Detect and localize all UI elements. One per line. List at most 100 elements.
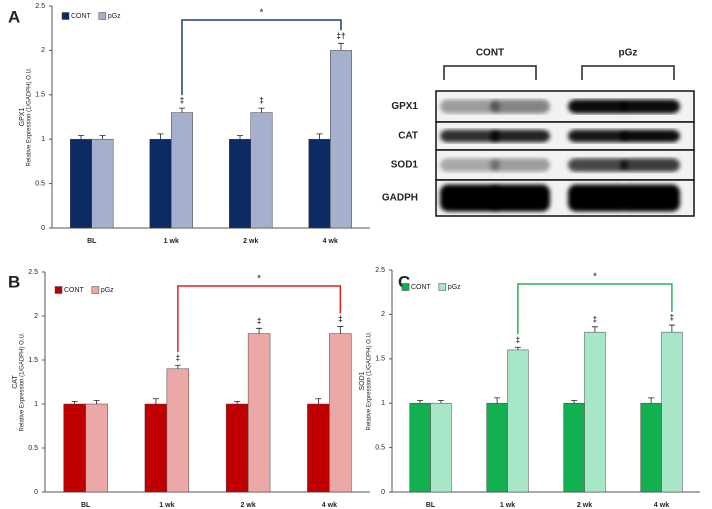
- bar: [486, 402, 508, 493]
- error-bar: [494, 397, 501, 404]
- significance-marker: ‡: [259, 96, 263, 105]
- bar: [85, 403, 108, 493]
- y-tick-label: 0.5: [28, 445, 38, 452]
- x-tick-label: 4 wk: [322, 502, 337, 509]
- bar: [247, 333, 271, 493]
- y-tick-label: 0: [41, 225, 45, 232]
- legend-swatch: [98, 12, 107, 20]
- significance-bracket: [517, 283, 673, 335]
- y-axis-title: Relative Expression (1/GADPH) O.U.: [27, 67, 33, 166]
- bar: [70, 138, 93, 229]
- error-bar: [514, 346, 521, 350]
- bar: [149, 138, 172, 229]
- blot-bracket: [443, 65, 537, 80]
- error-bar: [316, 133, 323, 140]
- error-bar: [152, 398, 159, 404]
- panel-letter: B: [8, 272, 20, 291]
- y-tick-label: 2: [381, 311, 385, 318]
- y-axis-title: Relative Expression (1/GADPH) O.U.: [20, 332, 26, 431]
- western-blot: CONT pGz GPX1 CAT SOD1 GADPH: [382, 48, 695, 217]
- bar: [409, 402, 431, 493]
- significance-marker: ‡: [670, 313, 674, 322]
- blot-band: [568, 184, 628, 212]
- significance-marker: ‡: [338, 315, 342, 324]
- blot-row-label: GPX1: [391, 101, 418, 112]
- bar: [640, 402, 662, 493]
- x-tick-label: 1 wk: [500, 502, 515, 509]
- y-axis-title: Relative Expression (1/GADPH) O.U.: [367, 331, 373, 430]
- legend-swatch: [91, 286, 100, 294]
- significance-bracket: [177, 285, 342, 353]
- blot-band: [620, 129, 680, 143]
- blot-row-label: GADPH: [382, 193, 418, 204]
- y-tick-label: 1.5: [28, 357, 38, 364]
- y-axis-title: SOD1: [359, 371, 366, 390]
- x-tick-label: 4 wk: [323, 238, 338, 245]
- blot-bracket: [581, 65, 675, 80]
- legend-label: CONT: [71, 13, 92, 20]
- error-bar: [78, 135, 85, 140]
- x-tick-label: 1 wk: [164, 238, 179, 245]
- significance-marker: ‡: [176, 353, 180, 362]
- x-tick-label: 2 wk: [577, 502, 592, 509]
- legend-label: pGz: [108, 13, 121, 20]
- y-tick-label: 0.5: [35, 180, 45, 187]
- blot-band: [620, 184, 680, 212]
- blot-band: [440, 184, 500, 212]
- blot-band: [620, 158, 680, 172]
- bracket-label: *: [257, 274, 261, 285]
- y-tick-label: 1: [34, 401, 38, 408]
- y-tick-label: 1.5: [375, 356, 385, 363]
- error-bar: [256, 327, 263, 334]
- error-bar: [237, 135, 244, 140]
- legend-label: pGz: [448, 284, 461, 291]
- bar: [430, 402, 452, 493]
- bar: [144, 403, 168, 493]
- significance-marker: ‡: [180, 96, 184, 105]
- legend-swatch: [54, 286, 63, 294]
- significance-marker: ‡†: [337, 31, 346, 40]
- blot-band: [490, 184, 550, 212]
- legend-label: CONT: [64, 287, 85, 294]
- blot-band: [490, 99, 550, 114]
- error-bar: [93, 400, 100, 404]
- y-tick-label: 2.5: [35, 3, 45, 10]
- significance-marker: ‡: [516, 335, 520, 344]
- legend-label: CONT: [411, 284, 432, 291]
- blot-band: [490, 129, 550, 143]
- error-bar: [315, 398, 322, 404]
- error-bar: [437, 400, 444, 404]
- panel-letter: A: [8, 7, 20, 26]
- blot-row-label: CAT: [398, 131, 418, 142]
- error-bar: [178, 107, 185, 113]
- x-tick-label: BL: [426, 502, 436, 509]
- error-bar: [417, 400, 424, 404]
- bar: [661, 331, 683, 493]
- significance-bracket: [181, 19, 342, 96]
- y-tick-label: 2.5: [28, 269, 38, 276]
- blot-band: [568, 158, 628, 172]
- blot-band: [620, 99, 680, 114]
- blot-band: [568, 99, 628, 114]
- error-bar: [258, 107, 265, 113]
- error-bar: [337, 326, 344, 334]
- bar: [171, 112, 193, 229]
- error-bar: [234, 400, 241, 404]
- legend-swatch: [61, 12, 70, 20]
- bar: [63, 403, 86, 493]
- y-tick-label: 0: [381, 489, 385, 496]
- error-bar: [668, 324, 675, 333]
- bar: [584, 331, 606, 493]
- y-tick-label: 2: [41, 47, 45, 54]
- bracket-label: *: [593, 272, 597, 283]
- significance-marker: ‡: [257, 316, 261, 325]
- x-tick-label: BL: [87, 238, 97, 245]
- y-axis-title: GPX1: [19, 108, 26, 127]
- x-tick-label: 1 wk: [159, 502, 174, 509]
- bar: [225, 403, 249, 493]
- bar: [307, 403, 330, 493]
- blot-band: [440, 158, 500, 172]
- error-bar: [157, 133, 164, 140]
